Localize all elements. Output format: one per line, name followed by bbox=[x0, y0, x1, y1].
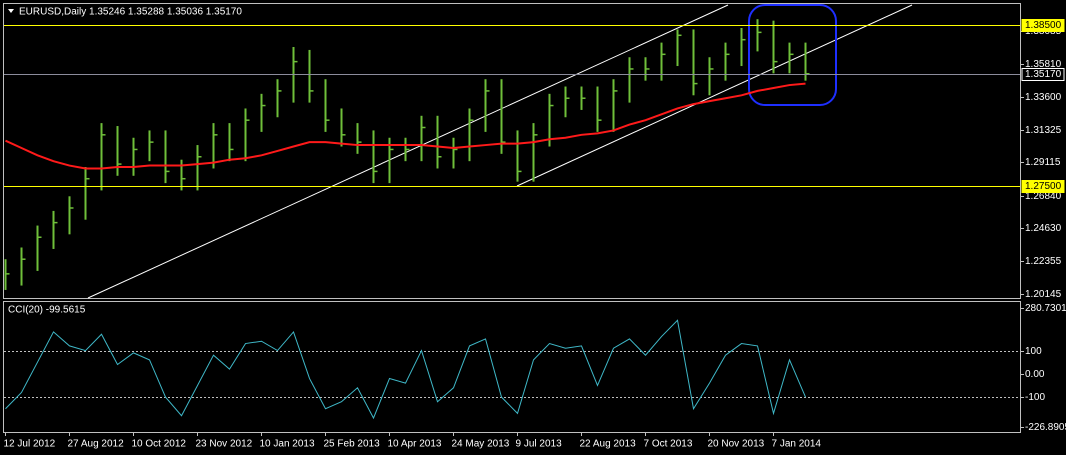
level-label-box bbox=[1021, 19, 1065, 32]
x-tick-label: 9 Jul 2013 bbox=[516, 439, 563, 450]
x-tick-label: 7 Oct 2013 bbox=[644, 439, 693, 450]
highlight-box bbox=[748, 4, 837, 106]
indicator-title: CCI(20) -99.5615 bbox=[8, 305, 86, 316]
x-tick-label: 10 Oct 2012 bbox=[132, 439, 187, 450]
x-tick-label: 7 Jan 2014 bbox=[772, 439, 822, 450]
x-tick-label: 12 Jul 2012 bbox=[4, 439, 56, 450]
price-frame bbox=[3, 3, 1021, 299]
level-label-box bbox=[1021, 68, 1065, 81]
y-tick-label: 0.00 bbox=[1025, 369, 1045, 380]
y-tick-label: 1.33600 bbox=[1025, 92, 1062, 103]
cci-line bbox=[5, 319, 806, 420]
y-tick-label: 1.20145 bbox=[1025, 289, 1062, 300]
y-tick-label: 1.22355 bbox=[1025, 256, 1062, 267]
y-tick-label: -226.8905 bbox=[1025, 422, 1066, 433]
y-tick-label: 1.35810 bbox=[1025, 59, 1062, 70]
level-label: 1.38500 bbox=[1025, 20, 1062, 31]
y-tick-label: -100 bbox=[1025, 392, 1045, 403]
y-tick-label: 100 bbox=[1025, 346, 1042, 357]
x-tick-label: 10 Apr 2013 bbox=[388, 439, 442, 450]
x-tick-label: 23 Nov 2012 bbox=[196, 439, 253, 450]
channel-line bbox=[516, 4, 913, 187]
y-tick-label: 280.7301 bbox=[1025, 303, 1066, 314]
x-tick-label: 22 Aug 2013 bbox=[580, 439, 637, 450]
y-tick-label: 1.26840 bbox=[1025, 191, 1062, 202]
level-label: 1.35170 bbox=[1025, 69, 1062, 80]
x-tick-label: 10 Jan 2013 bbox=[260, 439, 315, 450]
y-tick-label: 1.29115 bbox=[1025, 157, 1061, 168]
level-label: 1.27500 bbox=[1025, 181, 1062, 192]
channel-line bbox=[87, 4, 729, 299]
y-tick-label: 1.31325 bbox=[1025, 125, 1062, 136]
cci-frame bbox=[3, 301, 1021, 433]
level-label-box bbox=[1021, 180, 1065, 193]
y-tick-label: 1.24630 bbox=[1025, 223, 1062, 234]
x-tick-label: 20 Nov 2013 bbox=[708, 439, 765, 450]
x-tick-label: 25 Feb 2013 bbox=[324, 439, 381, 450]
moving-average bbox=[5, 82, 806, 170]
x-tick-label: 24 May 2013 bbox=[452, 439, 510, 450]
menu-arrow[interactable] bbox=[8, 9, 14, 13]
chart-title: EURUSD,Daily 1.35246 1.35288 1.35036 1.3… bbox=[19, 7, 242, 18]
x-tick-label: 27 Aug 2012 bbox=[68, 439, 125, 450]
